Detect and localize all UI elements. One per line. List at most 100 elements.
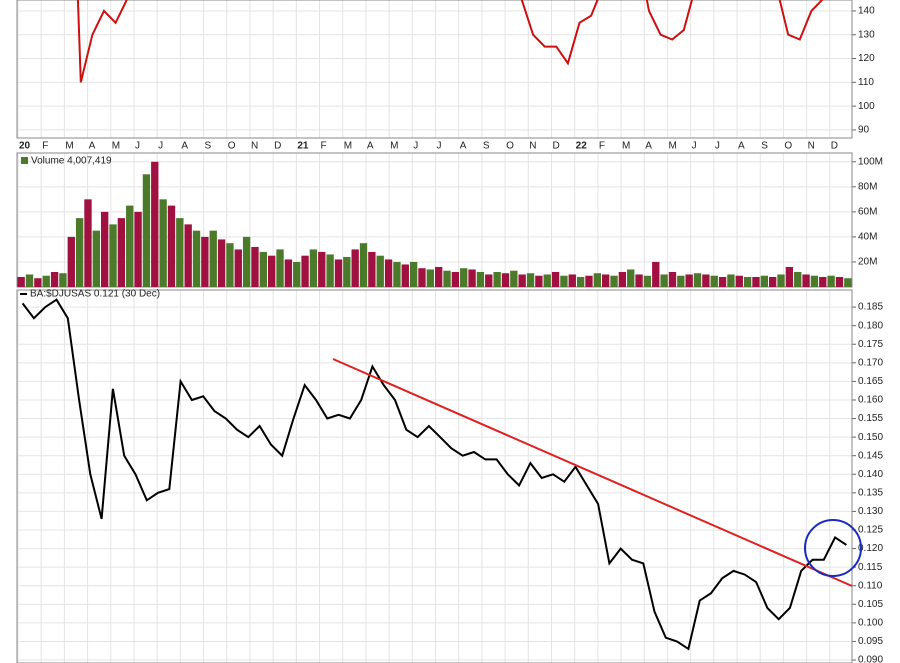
bar (660, 274, 668, 287)
bar (710, 275, 718, 287)
y-tick-label: 0.120 (858, 543, 883, 554)
panel-frame (16, 0, 853, 139)
bar (217, 239, 226, 287)
x-tick-label: M (622, 141, 630, 152)
line (21, 298, 847, 651)
bar (568, 274, 576, 287)
x-tick-label: S (761, 141, 768, 152)
bar (201, 236, 209, 287)
bar (384, 259, 393, 287)
bar (685, 274, 693, 287)
y-tick-label: 0.160 (858, 395, 883, 406)
bar (485, 274, 493, 287)
bar (318, 251, 326, 287)
bar (602, 274, 610, 287)
bar (435, 266, 443, 287)
bar (727, 274, 735, 287)
x-tick-label: M (344, 141, 352, 152)
y-tick-label: 0.130 (858, 506, 883, 517)
y-tick-label: 0.165 (858, 376, 883, 387)
series-group (21, 298, 847, 651)
x-tick-label: N (808, 141, 815, 152)
x-tick-label: S (483, 141, 490, 152)
bar (301, 255, 309, 287)
bar (359, 243, 368, 287)
bar (576, 276, 585, 287)
y-tick-label: 0.115 (858, 562, 883, 573)
bar (718, 276, 727, 287)
y-tick-label: 0.170 (858, 357, 883, 368)
y-tick-label: 100 (858, 101, 875, 112)
bar (42, 275, 50, 287)
bar (209, 230, 217, 287)
x-tick-label: F (321, 141, 327, 152)
bar (167, 205, 176, 287)
bar (17, 276, 25, 287)
bar (551, 271, 560, 287)
bar (585, 275, 593, 287)
bar (101, 211, 109, 287)
bar (84, 199, 92, 287)
bar (276, 249, 284, 287)
panel-frame (16, 289, 853, 663)
y-tick-label: 110 (858, 77, 874, 88)
bar (251, 246, 259, 287)
bar (610, 275, 618, 287)
x-tick-label: M (390, 141, 398, 152)
x-tick-label: F (42, 141, 48, 152)
y-tick-label: 120 (858, 53, 875, 64)
x-tick-label: 20 (19, 141, 31, 152)
bar (652, 261, 660, 287)
bar (268, 255, 276, 287)
bar (760, 275, 768, 287)
x-tick-label: A (460, 141, 467, 152)
bar (802, 274, 810, 287)
legend-swatch (21, 157, 28, 164)
bar (593, 273, 601, 287)
y-tick-label: 0.135 (858, 487, 883, 498)
bar (785, 266, 794, 287)
bar (184, 224, 192, 287)
bar (476, 271, 485, 287)
x-tick-label: J (135, 141, 140, 152)
bar (777, 274, 785, 287)
bar (702, 274, 710, 287)
bar (526, 273, 535, 287)
y-tick-label: 0.180 (858, 320, 883, 331)
x-tick-label: A (738, 141, 745, 152)
x-tick-label: J (715, 141, 720, 152)
bar (468, 269, 476, 287)
bar (510, 270, 518, 287)
bar (393, 261, 401, 287)
y-tick-label: 0.125 (858, 525, 883, 536)
bar (226, 243, 234, 287)
bar (543, 274, 551, 287)
bar (643, 275, 652, 287)
bar (401, 264, 409, 287)
bar (426, 269, 434, 287)
legend-label: Volume 4,007,419 (31, 156, 112, 167)
bar (627, 269, 635, 287)
bar (460, 268, 468, 287)
bar (126, 205, 134, 287)
y-tick-label: 0.095 (858, 636, 883, 647)
x-tick-label: D (552, 141, 559, 152)
y-tick-label: 0.110 (858, 580, 883, 591)
bar (234, 249, 242, 287)
bar (25, 274, 34, 287)
bar (293, 261, 301, 287)
x-tick-label: J (692, 141, 697, 152)
x-tick-label: A (181, 141, 188, 152)
y-tick-label: 90 (858, 125, 870, 136)
y-tick-label: 20M (858, 257, 877, 268)
trend-line (332, 358, 853, 587)
x-tick-label: O (506, 141, 514, 152)
y-tick-label: 140 (858, 6, 875, 17)
x-tick-label: 21 (297, 141, 309, 152)
bar (518, 274, 526, 287)
y-tick-label: 0.175 (858, 339, 883, 350)
bar (810, 275, 819, 287)
bar (376, 255, 384, 287)
